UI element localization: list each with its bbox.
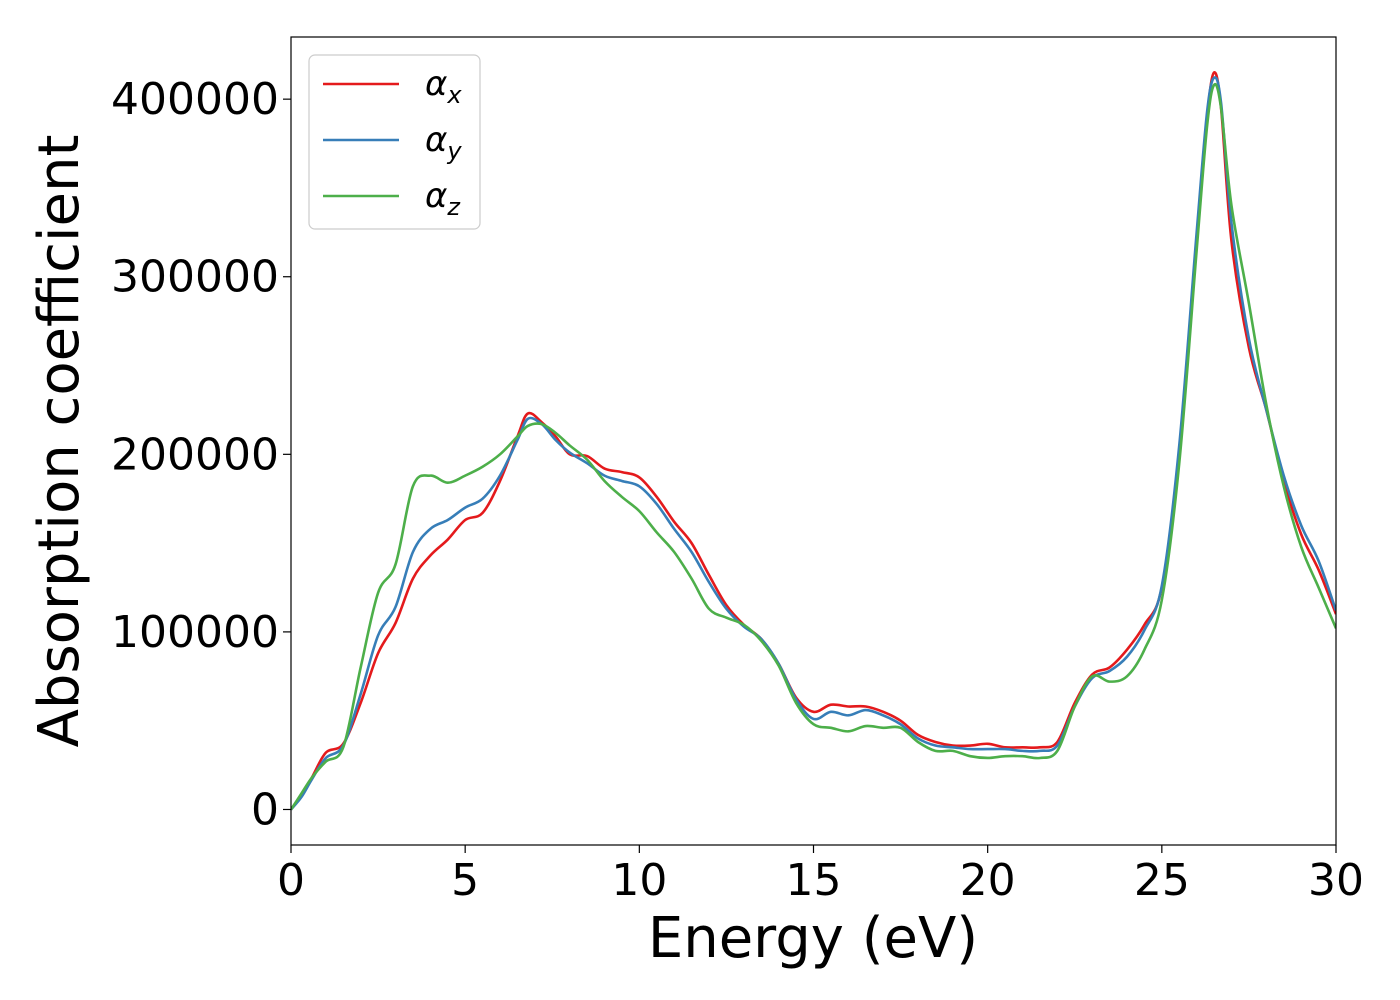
legend-label-subscript: x [446,81,462,109]
y-tick-label: 100000 [111,607,279,658]
series-line-z [291,82,1336,811]
x-tick-label: 15 [786,855,842,906]
y-tick-label: 300000 [111,252,279,303]
legend-label-base: α [425,176,447,216]
x-tick-label: 25 [1134,855,1190,906]
x-axis-ticks: 0 5 10 15 20 25 30 [277,845,1364,906]
legend-label-base: α [425,64,447,104]
y-axis-ticks: 0 100000 200000 300000 400000 [111,74,291,835]
y-axis-title: Absorption coefficient [27,135,92,748]
x-tick-label: 30 [1308,855,1364,906]
x-tick-label: 0 [277,855,305,906]
legend-label-subscript: z [446,193,461,221]
y-tick-label: 400000 [111,74,279,125]
series-layer [291,71,1336,811]
x-axis-title: Energy (eV) [648,906,978,971]
x-tick-label: 10 [611,855,667,906]
series-line-y [291,76,1336,811]
legend-label-y: αy [425,120,462,165]
y-tick-label: 0 [251,784,279,835]
y-tick-label: 200000 [111,429,279,480]
legend-box [308,54,481,230]
x-tick-label: 20 [960,855,1016,906]
legend-label-z: αz [425,176,461,221]
x-tick-label: 5 [451,855,479,906]
legend-label-x: αx [425,64,462,109]
legend-label-base: α [425,120,447,160]
legend-label-subscript: y [446,137,462,165]
